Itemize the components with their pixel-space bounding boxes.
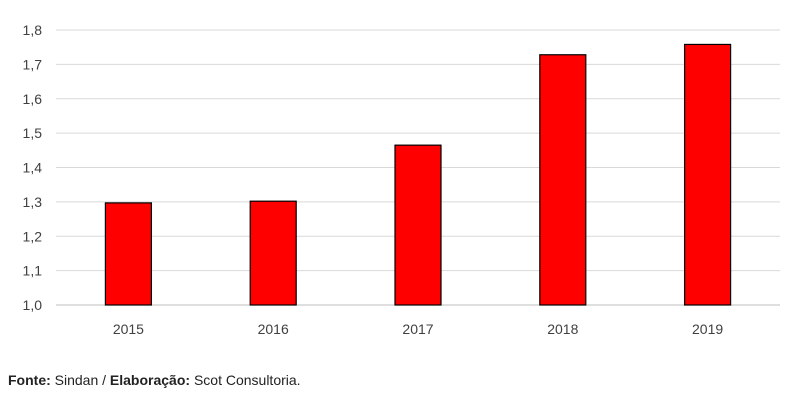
- y-tick-label: 1,7: [23, 56, 43, 72]
- y-tick-label: 1,6: [23, 91, 43, 107]
- bar-2017: [394, 144, 442, 306]
- y-tick-label: 1,5: [23, 125, 43, 141]
- x-axis-ticks: 2015 2016 2017 2018 2019: [113, 321, 724, 337]
- bar-chart: 1,0 1,1 1,2 1,3 1,4 1,5 1,6 1,7 1,8 2015 2016 2017…: [23, 22, 780, 337]
- bar-2018: [539, 54, 587, 306]
- y-tick-label: 1,1: [23, 263, 43, 279]
- y-tick-label: 1,8: [23, 22, 43, 38]
- bars: [104, 43, 732, 306]
- source-label: Fonte:: [8, 372, 51, 388]
- bar-2019: [683, 43, 732, 306]
- x-tick-label: 2019: [692, 321, 723, 337]
- elaboration-label: Elaboração:: [109, 372, 191, 388]
- source-note: Fonte: Sindan / Elaboração: Scot Consult…: [8, 372, 301, 388]
- x-tick-label: 2015: [113, 321, 144, 337]
- elaboration-text: Scot Consultoria.: [190, 372, 301, 388]
- x-tick-label: 2016: [258, 321, 289, 337]
- y-tick-label: 1,3: [23, 194, 43, 210]
- x-tick-label: 2017: [402, 321, 433, 337]
- y-tick-label: 1,0: [23, 297, 43, 313]
- y-tick-label: 1,2: [23, 228, 43, 244]
- source-text: Sindan /: [50, 372, 110, 388]
- x-tick-label: 2018: [547, 321, 578, 337]
- bar-2016: [249, 200, 297, 306]
- y-axis-ticks: 1,0 1,1 1,2 1,3 1,4 1,5 1,6 1,7 1,8: [23, 22, 43, 313]
- bar-2015: [104, 202, 153, 306]
- y-tick-label: 1,4: [23, 160, 43, 176]
